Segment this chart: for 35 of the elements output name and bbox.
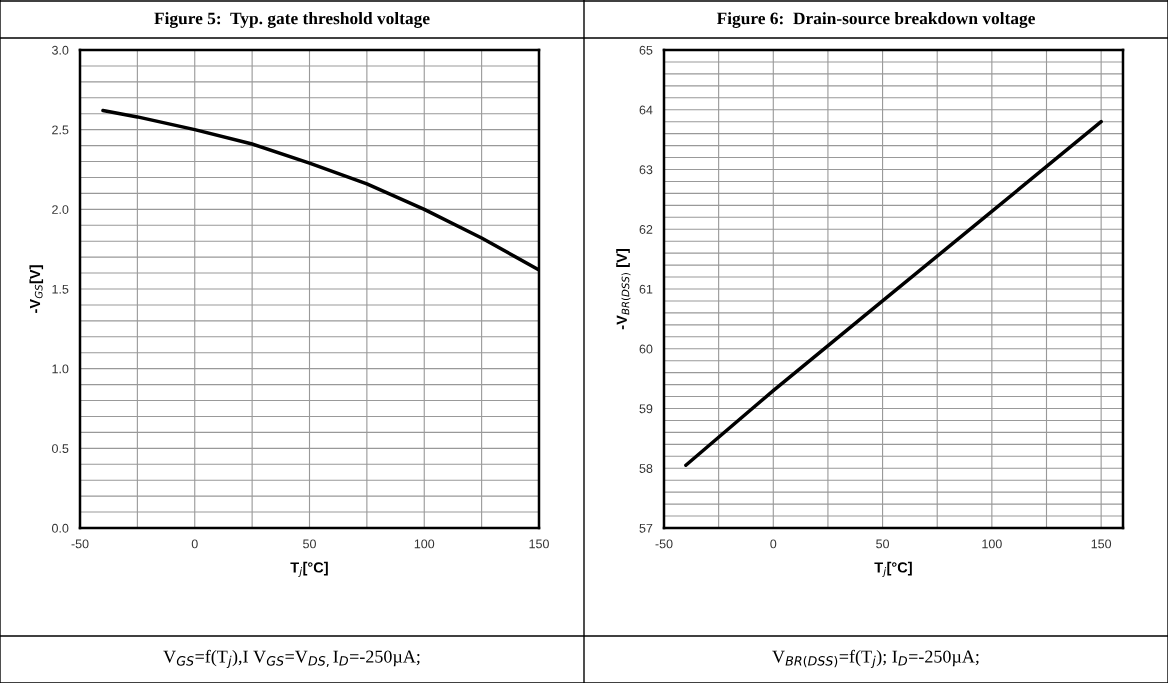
- y-tick-label: 62: [639, 225, 653, 234]
- x-tick-label: 100: [414, 539, 435, 549]
- x-tick-label: 50: [876, 539, 890, 549]
- chart-title: Figure 5: Typ. gate threshold voltage: [154, 12, 430, 28]
- y-tick-label: 59: [639, 404, 653, 414]
- x-tick-label: -50: [655, 539, 673, 549]
- y-tick-label: 2.5: [52, 125, 69, 135]
- y-tick-label: 1.5: [52, 284, 69, 294]
- y-tick-label: 65: [639, 45, 653, 55]
- text: V$_{GS}$=f(T$_{j}$),I V$_{GS}$=V$_{DS,}$I$_{D}$=-250µA;: [163, 649, 420, 669]
- y-tick-label: 60: [639, 344, 653, 354]
- x-tick-label: 150: [529, 539, 549, 549]
- y-tick-label: 0.5: [52, 444, 69, 453]
- x-axis-title: T$_{j}$[°C]: [290, 561, 328, 577]
- text: V$_{BR(DSS)}$=f(T$_{j}$); I$_{D}$=-250µA;: [772, 649, 979, 669]
- y-tick-label: 64: [639, 105, 653, 115]
- y-tick-label: 58: [639, 464, 653, 473]
- x-tick-label: 100: [982, 539, 1002, 549]
- x-axis-title: T$_{j}$[°C]: [874, 561, 912, 577]
- y-tick-label: 1.0: [52, 364, 69, 374]
- y-axis-title: -V$_{GS}$[V]: [29, 265, 44, 313]
- y-tick-label: 3.0: [51, 45, 69, 55]
- y-axis-title: -V$_{BR(DSS)}$ [V]: [616, 249, 631, 330]
- y-tick-label: 2.0: [52, 205, 69, 214]
- y-tick-label: 57: [639, 523, 653, 533]
- line-series: [684, 119, 1103, 467]
- x-tick-label: 50: [303, 539, 316, 549]
- chart-title: Figure 6: Drain-source breakdown voltage: [716, 12, 1035, 28]
- x-tick-label: -50: [71, 539, 89, 549]
- y-tick-label: 0.0: [52, 523, 69, 533]
- x-tick-label: 0: [191, 539, 198, 549]
- y-tick-label: 63: [639, 165, 653, 175]
- y-tick-label: 61: [639, 284, 653, 294]
- x-tick-label: 150: [1091, 539, 1112, 549]
- x-tick-label: 0: [770, 539, 777, 549]
